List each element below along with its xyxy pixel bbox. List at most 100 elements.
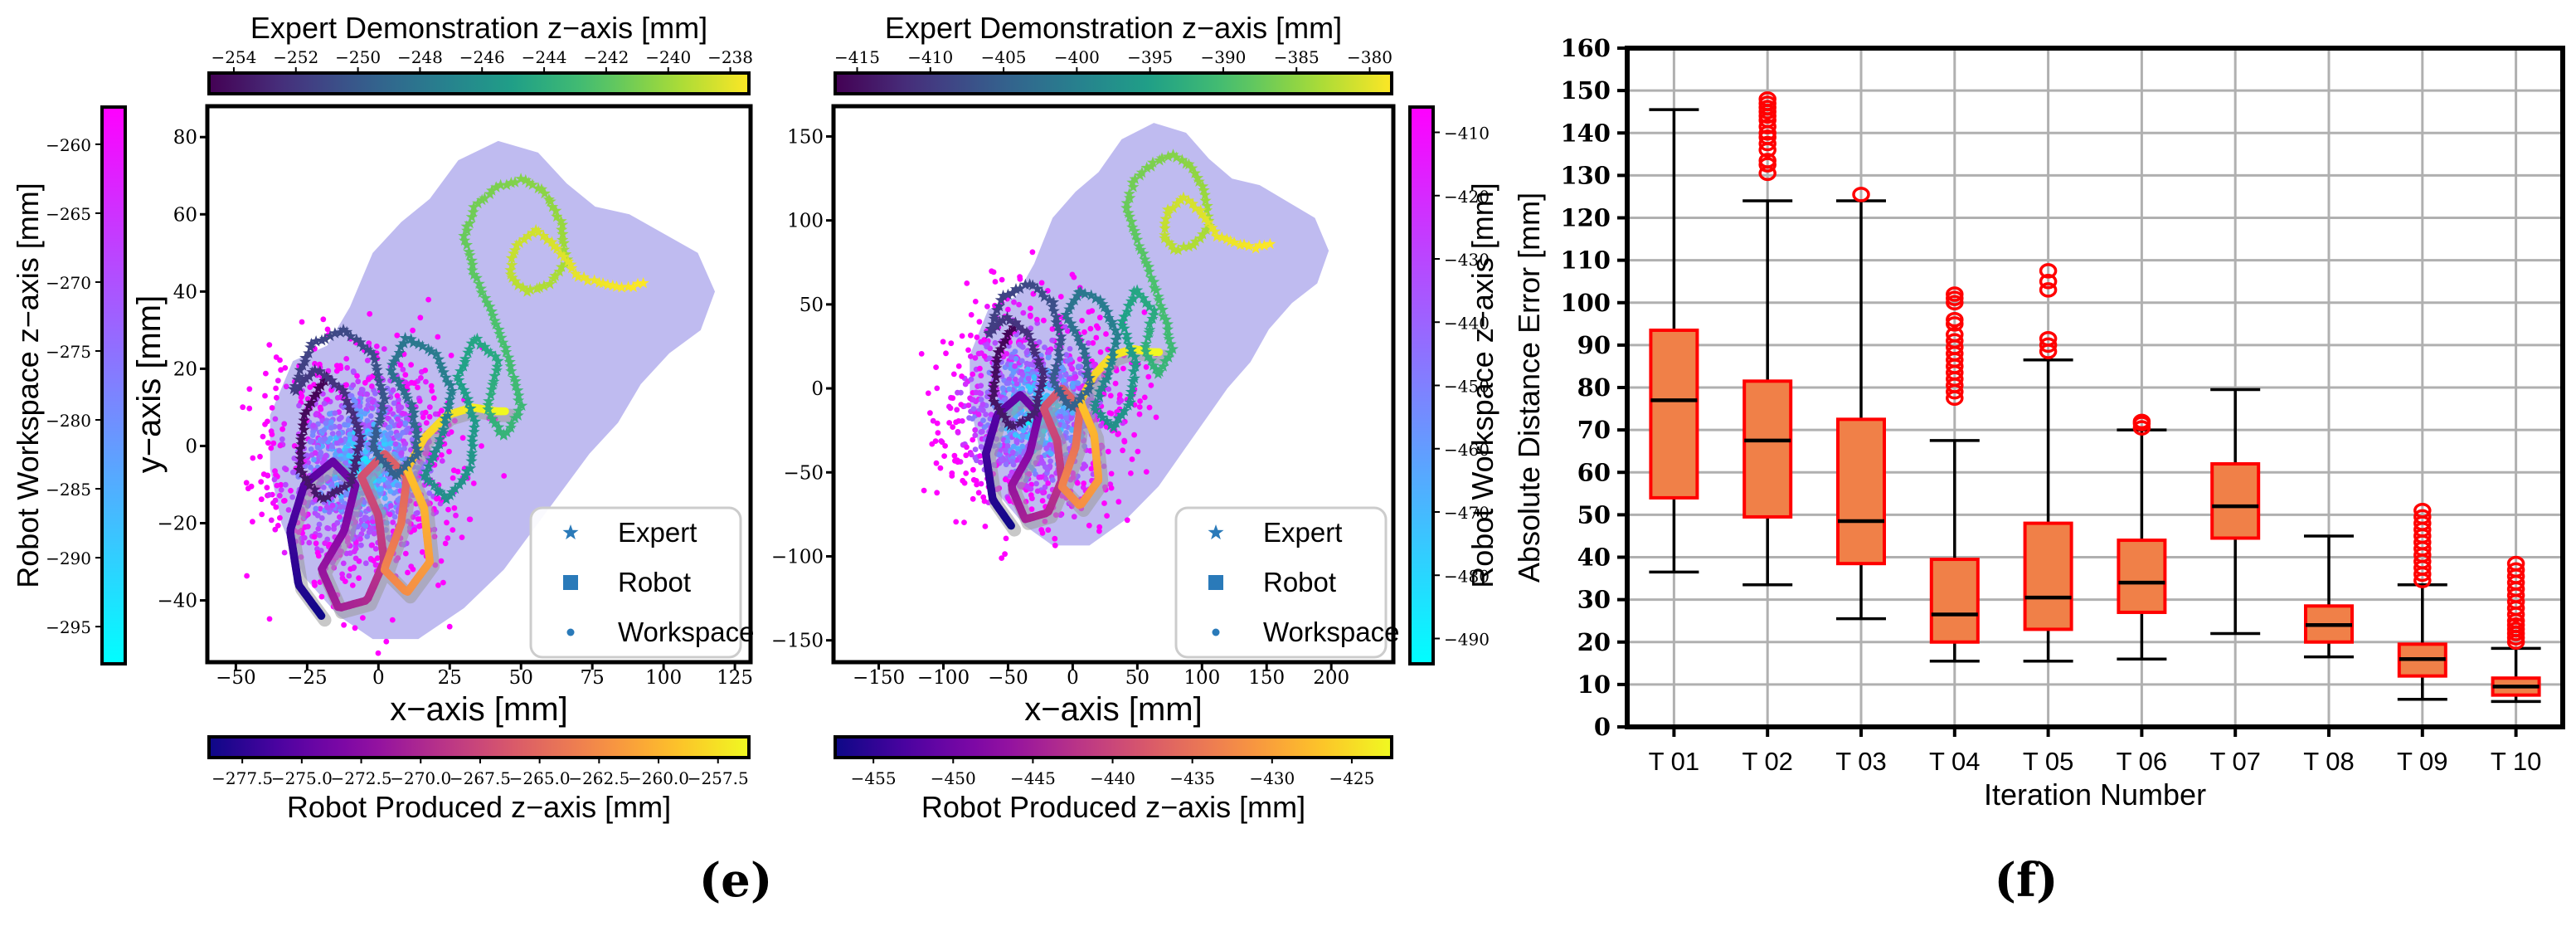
workspace-point xyxy=(416,523,422,529)
workspace-point xyxy=(333,440,340,446)
expert-star xyxy=(484,408,497,421)
expert-star xyxy=(337,384,349,396)
expert-star xyxy=(303,370,316,382)
x-tick-label: 200 xyxy=(1313,667,1349,689)
expert-star xyxy=(466,264,479,275)
expert-star xyxy=(449,482,461,495)
workspace-point xyxy=(1120,447,1125,454)
expert-star xyxy=(304,480,316,491)
workspace-point xyxy=(365,397,372,403)
workspace-point xyxy=(312,496,318,503)
workspace-point xyxy=(451,505,458,511)
expert-star xyxy=(379,392,391,404)
plot-spines xyxy=(205,104,753,665)
x-tick-label: 50 xyxy=(1125,667,1149,689)
expert-star xyxy=(557,236,570,249)
workspace-point xyxy=(381,441,387,447)
expert-star xyxy=(494,178,507,191)
workspace-point xyxy=(337,514,343,520)
x-tick-label: 50 xyxy=(509,667,533,689)
workspace-point xyxy=(416,397,423,404)
x-tick-label: 0 xyxy=(1067,667,1079,689)
expert-star xyxy=(463,343,476,355)
workspace-point xyxy=(1071,514,1077,520)
workspace-point xyxy=(1085,340,1091,346)
workspace-point xyxy=(1096,528,1102,534)
expert-star xyxy=(427,451,440,463)
cb-title: Robot Workspace z−axis [mm] xyxy=(1465,183,1499,588)
y-tick-label: −150 xyxy=(771,631,824,652)
workspace-point xyxy=(1042,484,1048,490)
expert-star xyxy=(309,483,321,495)
workspace-point xyxy=(321,400,328,407)
workspace-point xyxy=(1028,325,1034,332)
workspace-point xyxy=(328,419,334,425)
workspace-point xyxy=(246,405,253,412)
workspace-point xyxy=(444,519,450,526)
workspace-point xyxy=(978,390,984,397)
expert-star xyxy=(446,384,459,397)
workspace-point xyxy=(439,407,445,414)
workspace-point xyxy=(272,416,279,422)
workspace-point xyxy=(352,625,358,631)
expert-star xyxy=(532,226,545,237)
workspace-point xyxy=(1039,498,1046,504)
workspace-point xyxy=(432,411,439,417)
expert-star xyxy=(466,258,479,271)
expert-star xyxy=(468,426,480,437)
workspace-point xyxy=(258,496,265,503)
workspace-point xyxy=(311,456,317,463)
expert-star xyxy=(469,334,481,346)
box-rect xyxy=(1836,417,1886,566)
expert-star xyxy=(556,223,568,235)
expert-star xyxy=(434,485,446,497)
y-axis: 80 60 40 20 0 −20 −40 y−axis [mm] xyxy=(131,127,207,612)
legend-label: Robot xyxy=(1263,567,1336,597)
workspace-point xyxy=(1046,349,1052,355)
workspace-point xyxy=(324,505,331,511)
workspace-point xyxy=(279,436,285,442)
workspace-point xyxy=(933,460,940,466)
expert-star xyxy=(318,369,331,381)
workspace-point xyxy=(1082,463,1089,469)
workspace-point xyxy=(425,296,431,303)
workspace-point xyxy=(1010,443,1017,450)
workspace-point xyxy=(398,450,405,456)
cb-tick-label: −385 xyxy=(1274,47,1320,67)
expert-star xyxy=(361,344,374,355)
cb-tick-label: −252 xyxy=(273,47,318,67)
workspace-point xyxy=(1000,386,1006,392)
box-t03 xyxy=(1836,187,1886,621)
workspace-point xyxy=(273,504,279,510)
expert-star xyxy=(463,246,475,257)
workspace-point xyxy=(333,482,340,488)
workspace-point xyxy=(420,414,426,421)
workspace-point xyxy=(978,480,984,487)
expert-star xyxy=(348,412,361,425)
workspace-point xyxy=(1153,414,1159,421)
expert-star xyxy=(406,402,419,415)
workspace-point xyxy=(962,381,969,388)
workspace-point xyxy=(283,466,289,473)
workspace-point xyxy=(363,459,370,465)
expert-star xyxy=(466,435,479,447)
cb-tick-label: −445 xyxy=(1010,768,1056,788)
expert-star xyxy=(464,462,477,474)
workspace-point xyxy=(450,475,456,481)
workspace-point xyxy=(258,479,265,485)
workspace-point xyxy=(1108,485,1115,491)
workspace-point xyxy=(1093,323,1100,329)
x-tick-label: 100 xyxy=(645,667,682,689)
workspace-point xyxy=(1068,415,1074,422)
workspace-point xyxy=(1042,344,1047,350)
expert-star xyxy=(294,433,307,445)
expert-star xyxy=(412,338,425,349)
expert-star xyxy=(370,422,382,435)
workspace-point xyxy=(975,350,982,357)
expert-star xyxy=(368,431,381,443)
expert-star xyxy=(440,371,452,383)
expert-star xyxy=(465,254,478,266)
expert-star xyxy=(508,371,520,383)
workspace-point xyxy=(319,443,325,449)
workspace-point xyxy=(1003,535,1009,542)
